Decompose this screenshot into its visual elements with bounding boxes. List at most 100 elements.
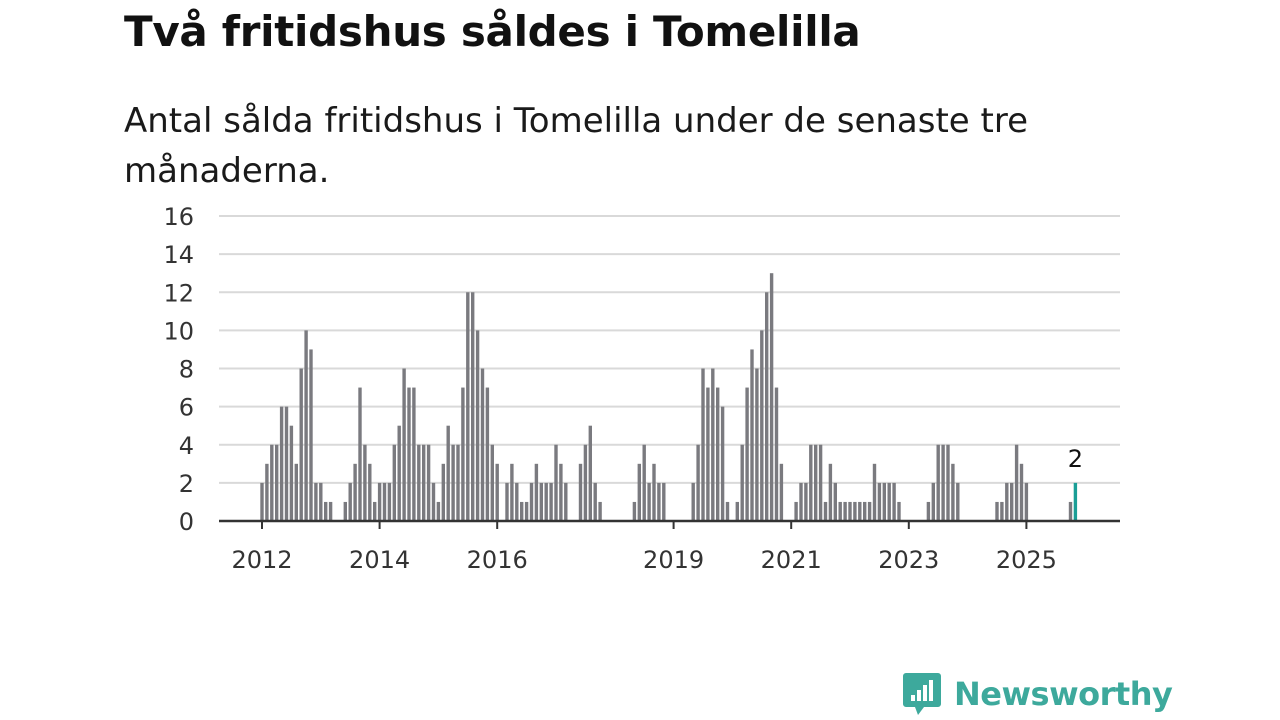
bar: [897, 501, 901, 521]
x-tick-label: 2021: [761, 546, 822, 574]
bar: [951, 463, 955, 521]
bar: [1068, 501, 1073, 521]
bar: [451, 444, 455, 521]
bar: [387, 482, 392, 522]
bar: [941, 444, 945, 521]
bar: [319, 482, 323, 522]
bar: [490, 444, 494, 521]
bar: [539, 482, 543, 522]
bar: [936, 444, 940, 521]
bar: [549, 482, 553, 522]
bar: [720, 406, 725, 522]
bar: [725, 501, 730, 521]
bar: [769, 273, 774, 521]
bar: [882, 482, 886, 522]
bar: [407, 387, 411, 521]
y-axis-labels: 0 2 4 6 8 10 12 14 16: [163, 203, 194, 536]
bar: [858, 501, 862, 521]
chart-title: Två fritidshus såldes i Tomelilla: [124, 7, 861, 56]
brand-name: Newsworthy: [954, 675, 1173, 713]
bar: [534, 463, 539, 521]
bar: [735, 501, 739, 521]
bar: [662, 482, 666, 522]
bar: [309, 349, 313, 521]
bar: [377, 482, 382, 522]
bar: [593, 482, 597, 522]
bar: [843, 501, 847, 521]
bar: [740, 444, 744, 521]
bar: [853, 501, 857, 521]
bar: [809, 444, 813, 521]
bar: [348, 482, 352, 522]
bar: [588, 425, 592, 521]
chart-subtitle: Antal sålda fritidshus i Tomelilla under…: [124, 101, 1029, 191]
bar: [363, 444, 367, 521]
bar: [598, 501, 602, 521]
bar: [544, 482, 548, 522]
bar: [828, 463, 833, 521]
bar: [583, 444, 588, 521]
bar: [431, 482, 436, 522]
bar: [774, 387, 779, 521]
bar: [466, 292, 470, 521]
bar: [456, 444, 460, 521]
bar: [848, 501, 852, 521]
bar: [529, 482, 534, 522]
bar: [358, 387, 362, 521]
bar: [799, 482, 803, 522]
bar: [417, 444, 421, 521]
x-tick-label: 2014: [349, 546, 410, 574]
newsworthy-logo: Newsworthy: [902, 672, 1173, 716]
bar: [833, 482, 837, 522]
bar: [1005, 482, 1009, 522]
bars: [260, 273, 1078, 522]
bar: [632, 501, 637, 521]
bar: [343, 501, 347, 521]
bar: [392, 444, 396, 521]
bar: [946, 444, 950, 521]
bar: [657, 482, 661, 522]
bar: [995, 501, 999, 521]
bar: [324, 501, 328, 521]
bar: [353, 463, 357, 521]
bar: [716, 387, 720, 521]
bar: [260, 482, 264, 522]
bar: [485, 387, 490, 521]
bar: [779, 463, 784, 521]
bar: [892, 482, 896, 522]
bar: [412, 387, 416, 521]
bar: [294, 463, 298, 521]
bar: [368, 463, 372, 521]
y-tick-label: 10: [163, 317, 194, 345]
bar: [279, 406, 284, 522]
bar: [559, 463, 563, 521]
bar: [475, 330, 480, 522]
bar: [887, 482, 891, 522]
bar: [436, 501, 441, 521]
bar: [838, 501, 842, 521]
bar: [814, 444, 818, 521]
bar: [1014, 444, 1019, 521]
data-label: 2: [1068, 445, 1083, 473]
bar: [446, 425, 450, 521]
bar: [804, 482, 808, 522]
bar: [696, 444, 700, 521]
y-tick-label: 6: [179, 394, 194, 422]
y-tick-label: 2: [179, 470, 194, 498]
bar: [275, 444, 279, 521]
bar: [515, 482, 519, 522]
bar: [1024, 482, 1029, 522]
bar: [564, 482, 568, 522]
bar: [426, 444, 431, 521]
y-tick-label: 0: [179, 508, 194, 536]
bar: [402, 368, 406, 521]
bar: [441, 463, 445, 521]
bar: [1010, 482, 1014, 522]
bar: [794, 501, 798, 521]
bar: [701, 368, 705, 521]
bar: [765, 292, 769, 521]
bar: [382, 482, 387, 522]
y-tick-label: 4: [179, 432, 194, 460]
bar: [520, 501, 524, 521]
